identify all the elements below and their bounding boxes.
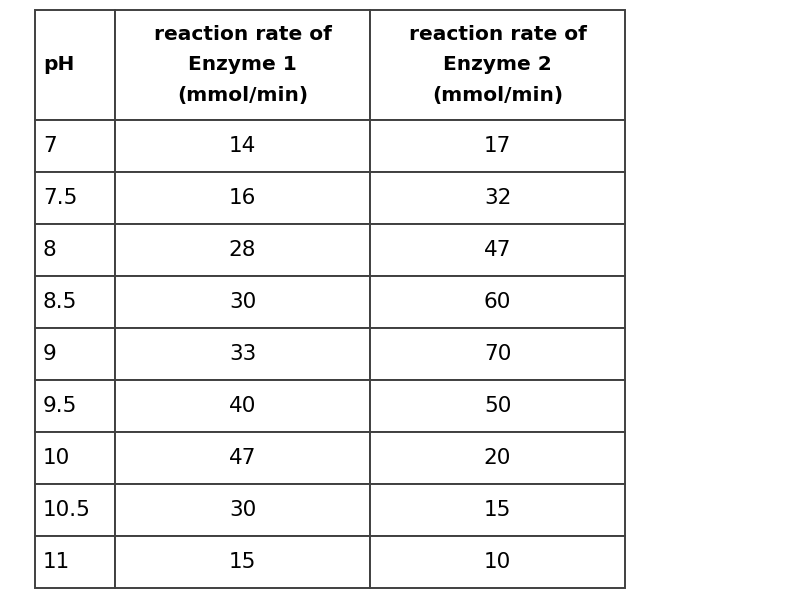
Bar [115,120,370,172]
Bar [115,380,370,432]
Bar [370,224,625,276]
Text: 50: 50 [484,396,511,416]
Text: 7: 7 [43,136,57,156]
Bar [115,432,370,484]
Text: 30: 30 [229,292,256,312]
Text: pH: pH [43,55,74,74]
Bar [115,536,370,588]
Bar [115,484,370,536]
Text: (mmol/min): (mmol/min) [432,86,563,106]
Text: 47: 47 [484,240,511,260]
Text: 9.5: 9.5 [43,396,78,416]
Text: 60: 60 [484,292,511,312]
Bar [35,172,115,224]
Bar [370,536,625,588]
Text: 14: 14 [229,136,256,156]
Bar [370,10,625,120]
Text: 16: 16 [229,188,256,208]
Bar [35,10,115,120]
Text: (mmol/min): (mmol/min) [177,86,308,106]
Bar [35,484,115,536]
Bar [35,328,115,380]
Bar [370,380,625,432]
Text: 40: 40 [229,396,256,416]
Text: 15: 15 [484,500,511,520]
Text: 47: 47 [229,448,256,468]
Text: 32: 32 [484,188,511,208]
Bar [370,328,625,380]
Text: 17: 17 [484,136,511,156]
Bar [115,10,370,120]
Text: 28: 28 [229,240,256,260]
Text: reaction rate of: reaction rate of [409,25,586,44]
Text: 30: 30 [229,500,256,520]
Text: 8: 8 [43,240,57,260]
Text: 10.5: 10.5 [43,500,91,520]
Bar [35,276,115,328]
Text: Enzyme 2: Enzyme 2 [443,55,552,74]
Text: 10: 10 [484,552,511,572]
Text: 9: 9 [43,344,57,364]
Bar [370,172,625,224]
Bar [370,484,625,536]
Bar [35,120,115,172]
Text: reaction rate of: reaction rate of [154,25,331,44]
Bar [35,432,115,484]
Bar [115,172,370,224]
Text: 7.5: 7.5 [43,188,78,208]
Bar [370,276,625,328]
Text: 11: 11 [43,552,70,572]
Bar [35,224,115,276]
Text: 70: 70 [484,344,511,364]
Bar [370,120,625,172]
Bar [115,276,370,328]
Bar [35,536,115,588]
Bar [115,328,370,380]
Text: 20: 20 [484,448,511,468]
Text: Enzyme 1: Enzyme 1 [188,55,297,74]
Text: 15: 15 [229,552,256,572]
Bar [370,432,625,484]
Text: 10: 10 [43,448,70,468]
Text: 33: 33 [229,344,256,364]
Text: 8.5: 8.5 [43,292,78,312]
Bar [115,224,370,276]
Bar [35,380,115,432]
